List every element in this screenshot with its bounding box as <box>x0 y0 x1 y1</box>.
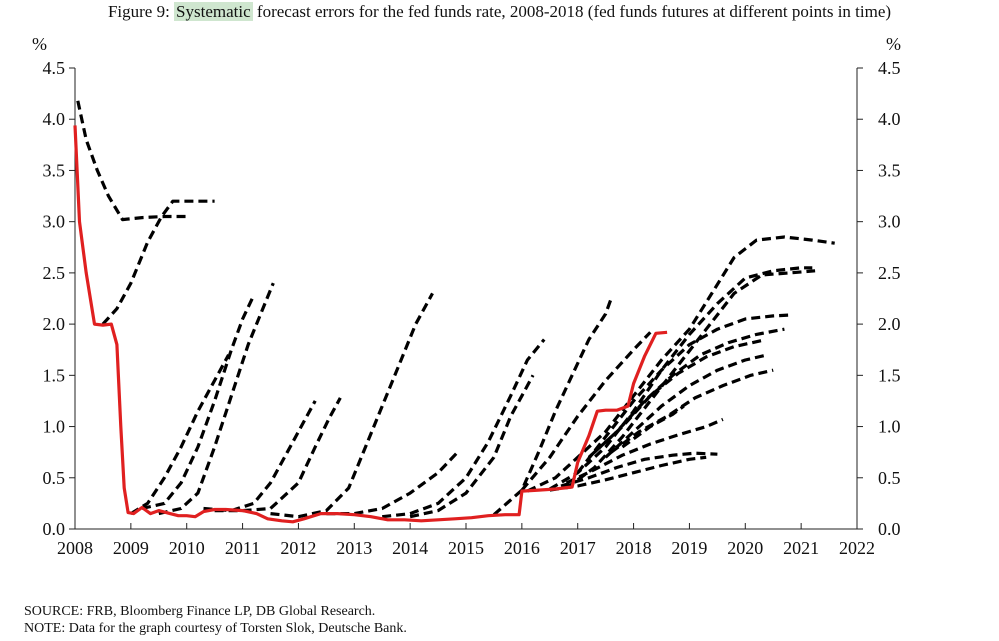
y-tick-label-left: 1.5 <box>43 365 66 385</box>
forecast-line-1 <box>76 100 190 222</box>
forecast-line-18 <box>587 327 785 459</box>
source-line: SOURCE: FRB, Bloomberg Finance LP, DB Gl… <box>24 604 376 619</box>
forecast-line-3 <box>130 354 231 515</box>
forecast-line-19 <box>593 338 763 454</box>
x-tick-label: 2014 <box>392 538 428 558</box>
y-tick-label-right: 4.5 <box>878 58 901 78</box>
forecast-line-6 <box>203 400 317 513</box>
y-tick-label-right: 2.0 <box>878 314 901 334</box>
forecast-line-12 <box>492 297 613 516</box>
y-tick-label-right: 0.5 <box>878 468 901 488</box>
note-line: NOTE: Data for the graph courtesy of Tor… <box>24 621 407 636</box>
actual-fed-funds-line <box>73 125 668 524</box>
y-tick-label-right: 3.5 <box>878 160 901 180</box>
x-tick-label: 2009 <box>113 538 149 558</box>
x-tick-label: 2013 <box>336 538 372 558</box>
y-tick-label-left: 0.5 <box>43 468 66 488</box>
x-tick-label: 2017 <box>560 538 596 558</box>
y-tick-label-right: 1.0 <box>878 417 901 437</box>
forecast-line-9 <box>326 451 459 516</box>
right-unit-label: % <box>886 34 901 54</box>
y-tick-label-left: 4.0 <box>43 109 66 129</box>
actual-line <box>73 125 668 524</box>
left-unit-label: % <box>32 34 47 54</box>
y-tick-label-left: 2.0 <box>43 314 66 334</box>
x-tick-label: 2012 <box>280 538 316 558</box>
x-tick-label: 2021 <box>783 538 819 558</box>
x-tick-label: 2016 <box>504 538 540 558</box>
x-tick-label: 2018 <box>616 538 652 558</box>
y-tick-label-left: 3.0 <box>43 212 66 232</box>
forecast-line-15 <box>548 266 813 491</box>
forecast-line-10 <box>382 338 546 519</box>
forecast-line-8 <box>270 292 434 519</box>
y-tick-label-right: 0.0 <box>878 519 901 539</box>
forecast-line-7 <box>214 397 342 513</box>
x-tick-label: 2011 <box>225 538 260 558</box>
forecast-line-2 <box>101 199 215 326</box>
forecast-line-23 <box>565 417 724 485</box>
y-tick-label-left: 2.5 <box>43 263 66 283</box>
y-tick-label-left: 3.5 <box>43 160 66 180</box>
x-tick-label: 2015 <box>448 538 484 558</box>
forecast-line-22 <box>621 404 685 449</box>
forecast-line-20 <box>604 353 768 459</box>
forecast-line-4 <box>141 294 256 511</box>
title-prefix: Figure 9: <box>107 2 175 21</box>
forecast-line-14 <box>526 235 835 493</box>
y-tick-label-right: 1.5 <box>878 365 901 385</box>
forecast-line-24 <box>560 451 718 488</box>
y-tick-label-left: 1.0 <box>43 417 66 437</box>
forecast-line-25 <box>549 455 707 492</box>
title-rest: forecast errors for the fed funds rate, … <box>252 2 892 21</box>
forecast-line-16 <box>565 269 816 490</box>
forecast-line-11 <box>409 374 535 519</box>
y-tick-label-left: 4.5 <box>43 58 66 78</box>
forecast-line-5 <box>158 282 275 516</box>
x-tick-label: 2020 <box>727 538 763 558</box>
title-highlight: Systematic <box>174 2 253 21</box>
y-tick-label-left: 0.0 <box>43 519 66 539</box>
fed-funds-chart: 0.0 0.0 0.5 0.5 1.0 1.0 1.5 1.5 2.0 2.0 2.5 2.5 3.0 3… <box>32 34 901 558</box>
x-tick-label: 2019 <box>671 538 707 558</box>
forecast-line-13 <box>520 331 652 492</box>
axes: 0.0 0.0 0.5 0.5 1.0 1.0 1.5 1.5 2.0 2.0 2.5 2.5 3.0 3… <box>43 58 901 558</box>
x-tick-label: 2010 <box>169 538 205 558</box>
x-tick-label: 2008 <box>57 538 93 558</box>
forecast-lines <box>76 100 835 519</box>
y-tick-label-right: 3.0 <box>878 212 901 232</box>
figure-title: Figure 9: Systematic forecast errors for… <box>0 2 999 22</box>
forecast-line-17 <box>576 313 793 474</box>
y-tick-label-right: 2.5 <box>878 263 901 283</box>
forecast-line-21 <box>610 368 774 454</box>
y-tick-label-right: 4.0 <box>878 109 901 129</box>
source-note: SOURCE: FRB, Bloomberg Finance LP, DB Gl… <box>24 603 407 637</box>
x-tick-label: 2022 <box>839 538 875 558</box>
